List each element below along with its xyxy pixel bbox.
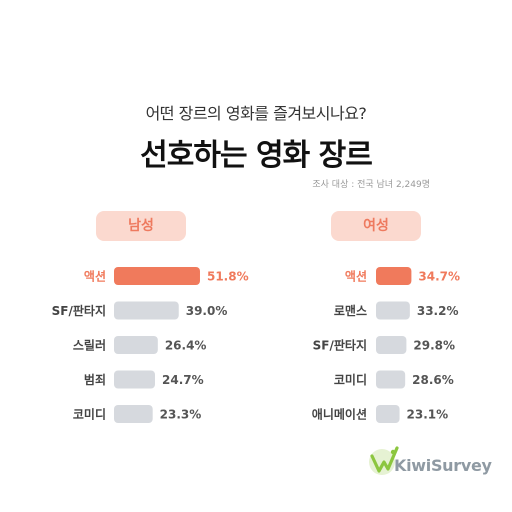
- value-label: 39.0%: [186, 304, 228, 318]
- bar: [376, 267, 412, 285]
- bar: [114, 336, 158, 354]
- value-label: 24.7%: [162, 373, 204, 387]
- category-label: SF/판타지: [313, 338, 367, 353]
- value-label: 51.8%: [207, 270, 249, 284]
- kiwisurvey-logo-icon: [369, 446, 399, 475]
- female-group-label: 여성: [331, 211, 421, 241]
- value-label: 34.7%: [418, 270, 460, 284]
- bar: [114, 267, 200, 285]
- category-label: 범죄: [84, 372, 106, 387]
- category-label: 액션: [84, 269, 106, 284]
- value-label: 23.3%: [160, 408, 202, 422]
- category-label: 애니메이션: [312, 407, 367, 422]
- page-title: 선호하는 영화 장르: [140, 138, 373, 173]
- bar: [114, 405, 153, 423]
- bar: [376, 336, 407, 354]
- value-label: 26.4%: [165, 339, 207, 353]
- question-subtitle: 어떤 장르의 영화를 즐겨보시나요?: [145, 104, 367, 123]
- category-label: SF/판타지: [52, 303, 106, 318]
- value-label: 23.1%: [407, 408, 449, 422]
- value-label: 33.2%: [417, 304, 459, 318]
- bar: [376, 405, 400, 423]
- brand-name: KiwiSurvey: [394, 456, 492, 475]
- category-label: 스릴러: [73, 338, 106, 353]
- bar: [114, 370, 156, 389]
- survey-note: 조사 대상 : 전국 남녀 2,249명: [312, 180, 430, 190]
- bar: [376, 370, 406, 389]
- bar: [376, 301, 410, 320]
- category-label: 코미디: [334, 372, 367, 387]
- category-label: 코미디: [73, 407, 106, 422]
- bar: [114, 301, 179, 320]
- category-label: 로맨스: [334, 303, 367, 318]
- value-label: 28.6%: [412, 373, 454, 387]
- category-label: 액션: [345, 269, 367, 284]
- value-label: 29.8%: [413, 339, 455, 353]
- male-group-label: 남성: [96, 211, 186, 241]
